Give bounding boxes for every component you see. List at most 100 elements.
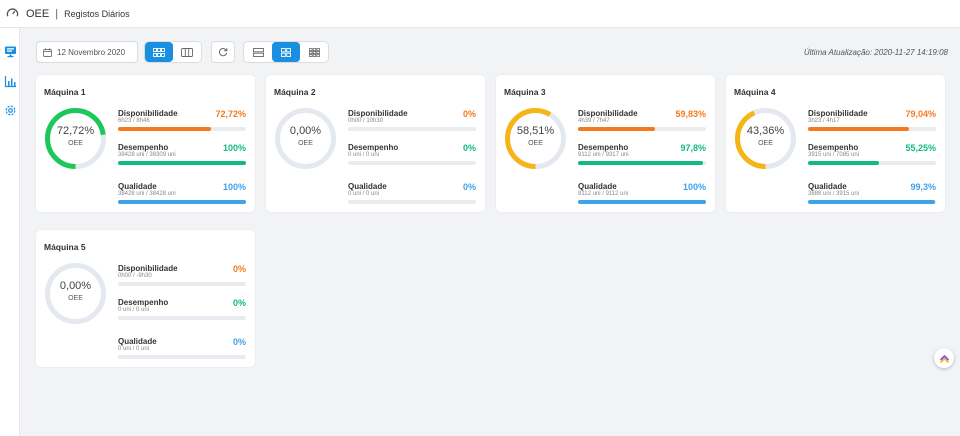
metric-progress-track bbox=[118, 127, 246, 131]
metric-name: Qualidade bbox=[118, 337, 157, 346]
metric-value: 100% bbox=[682, 182, 706, 192]
sidebar-item-monitor[interactable] bbox=[3, 44, 17, 58]
metric-name: Desempenho bbox=[118, 298, 169, 307]
top-bar: OEE | Registos Diários bbox=[0, 0, 960, 28]
grid-large-view-button[interactable] bbox=[300, 42, 328, 62]
metric-name: Desempenho bbox=[578, 143, 629, 152]
metric-progress-track bbox=[808, 161, 936, 165]
metric-value: 99,3% bbox=[910, 182, 936, 192]
metric-value: 59,83% bbox=[675, 109, 706, 119]
oee-gauge: 0,00% OEE bbox=[43, 261, 108, 326]
metric-detail: 0 uni / 0 uni bbox=[348, 191, 380, 197]
app-name: OEE bbox=[26, 7, 50, 20]
title-separator: | bbox=[55, 7, 59, 20]
metric-detail: 9112 uni / 9112 uni bbox=[578, 191, 629, 197]
metric-name: Qualidade bbox=[348, 182, 387, 191]
last-update-text: Última Atualização: 2020-11-27 14:19:08 bbox=[803, 48, 948, 57]
metric-progress-fill bbox=[808, 200, 936, 204]
metric-value: 55,25% bbox=[905, 143, 936, 153]
oee-label: OEE bbox=[758, 140, 773, 147]
grid-small-icon bbox=[281, 47, 291, 57]
oee-value: 43,36% bbox=[746, 125, 785, 137]
machine-card[interactable]: Máquina 4 43,36% OEE Disponibilidade 79,… bbox=[726, 75, 945, 212]
oee-label: OEE bbox=[68, 295, 83, 302]
metric-progress-track bbox=[578, 127, 706, 131]
calendar-icon bbox=[43, 47, 52, 57]
machine-card[interactable]: Máquina 3 58,51% OEE Disponibilidade 59,… bbox=[496, 75, 715, 212]
metric-value: 100% bbox=[222, 182, 246, 192]
metric-value: 0% bbox=[232, 298, 246, 308]
metric-name: Disponibilidade bbox=[348, 109, 408, 118]
metric-detail: 0h00 / -9h30 bbox=[118, 273, 152, 279]
oee-value: 0,00% bbox=[289, 125, 322, 137]
metric-value: 100% bbox=[222, 143, 246, 153]
settings-icon bbox=[5, 105, 15, 115]
oee-gauge: 72,72% OEE bbox=[43, 106, 108, 171]
metric-progress-track bbox=[118, 200, 246, 204]
metric-progress-track bbox=[348, 127, 476, 131]
metric-name: Qualidade bbox=[808, 182, 847, 191]
date-picker[interactable]: 12 Novembro 2020 bbox=[36, 41, 138, 63]
metric-name: Disponibilidade bbox=[578, 109, 638, 118]
metric-value: 72,72% bbox=[215, 109, 246, 119]
machine-name: Máquina 5 bbox=[44, 242, 86, 252]
metric-name: Qualidade bbox=[118, 182, 157, 191]
metric-value: 0% bbox=[232, 264, 246, 274]
grid-small-view-button[interactable] bbox=[272, 42, 300, 62]
metric-value: 79,04% bbox=[905, 109, 936, 119]
metric-name: Desempenho bbox=[348, 143, 399, 152]
metric-progress-fill bbox=[808, 127, 910, 131]
refresh-button[interactable] bbox=[211, 41, 235, 63]
rows-view-button[interactable] bbox=[244, 42, 272, 62]
layout-toggle-group bbox=[144, 41, 202, 63]
metric-progress-track bbox=[118, 316, 246, 320]
oee-label: OEE bbox=[528, 140, 543, 147]
metric-progress-fill bbox=[578, 161, 704, 165]
scroll-top-button[interactable] bbox=[934, 348, 954, 368]
metric-name: Desempenho bbox=[808, 143, 859, 152]
refresh-icon bbox=[219, 48, 228, 57]
metric-progress-track bbox=[118, 355, 246, 359]
machine-name: Máquina 3 bbox=[504, 87, 546, 97]
metric-name: Desempenho bbox=[118, 143, 169, 152]
oee-value: 0,00% bbox=[59, 280, 92, 292]
metric-detail: 3915 uni / 7085 uni bbox=[808, 152, 860, 158]
machine-card[interactable]: Máquina 1 72,72% OEE Disponibilidade 72,… bbox=[36, 75, 255, 212]
metric-progress-fill bbox=[578, 127, 655, 131]
metric-value: 0% bbox=[232, 337, 246, 347]
oee-value: 58,51% bbox=[516, 125, 555, 137]
metric-progress-fill bbox=[118, 161, 246, 165]
metric-progress-track bbox=[118, 282, 246, 286]
monitor-icon bbox=[4, 46, 16, 57]
columns-view-button[interactable] bbox=[173, 42, 201, 62]
oee-gauge: 58,51% OEE bbox=[503, 106, 568, 171]
metric-detail: 3h23 / 4h17 bbox=[808, 118, 840, 124]
page-title: Registos Diários bbox=[64, 8, 130, 19]
metric-name: Disponibilidade bbox=[118, 264, 178, 273]
grid-view-button[interactable] bbox=[145, 42, 173, 62]
sidebar-item-charts[interactable] bbox=[3, 74, 17, 88]
metric-value: 97,8% bbox=[680, 143, 706, 153]
metric-detail: 0 uni / 0 uni bbox=[118, 307, 150, 313]
rows-icon bbox=[252, 47, 264, 57]
metric-progress-fill bbox=[578, 200, 706, 204]
metric-detail: 0h00 / 10h30 bbox=[348, 118, 384, 124]
machine-card[interactable]: Máquina 2 0,00% OEE Disponibilidade 0% 0… bbox=[266, 75, 485, 212]
metric-name: Disponibilidade bbox=[118, 109, 178, 118]
oee-label: OEE bbox=[68, 140, 83, 147]
toolbar: 12 Novembro 2020 bbox=[36, 41, 329, 63]
sidebar-item-settings[interactable] bbox=[3, 103, 17, 117]
metric-value: 0% bbox=[462, 109, 476, 119]
density-toggle-group bbox=[243, 41, 329, 63]
machine-card[interactable]: Máquina 5 0,00% OEE Disponibilidade 0% 0… bbox=[36, 230, 255, 367]
metric-value: 0% bbox=[462, 182, 476, 192]
metric-progress-track bbox=[578, 200, 706, 204]
metric-progress-track bbox=[578, 161, 706, 165]
grid-large-icon bbox=[308, 47, 320, 57]
oee-label: OEE bbox=[298, 140, 313, 147]
machine-name: Máquina 4 bbox=[734, 87, 776, 97]
oee-value: 72,72% bbox=[56, 125, 95, 137]
oee-gauge: 43,36% OEE bbox=[733, 106, 798, 171]
metric-detail: 0 uni / 0 uni bbox=[348, 152, 380, 158]
columns-icon bbox=[181, 47, 193, 57]
